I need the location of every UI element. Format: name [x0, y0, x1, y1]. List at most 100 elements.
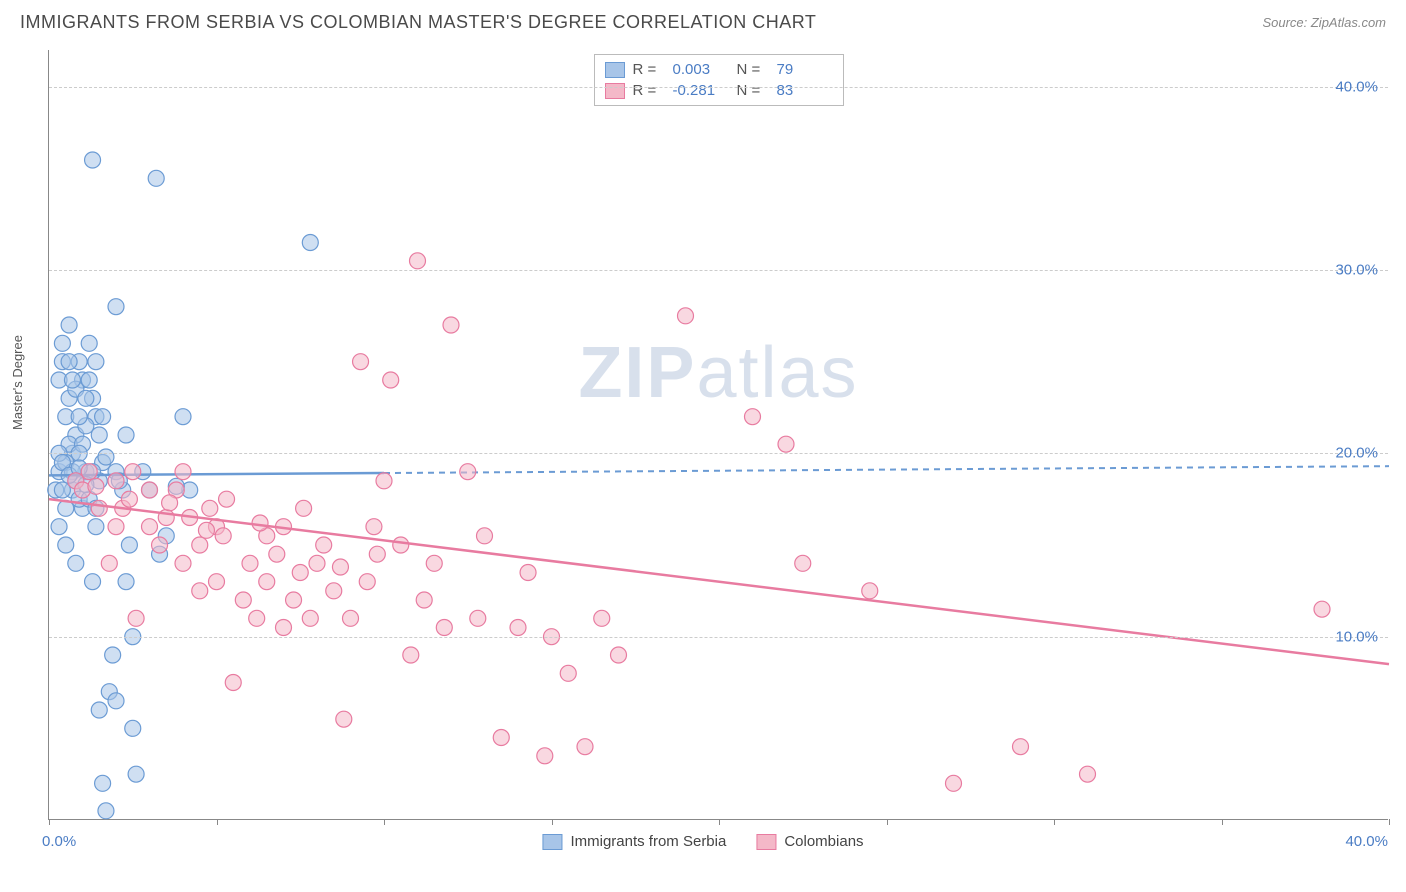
- data-point: [64, 372, 80, 388]
- data-point: [460, 464, 476, 480]
- x-tick-mark: [1222, 819, 1223, 825]
- data-point: [436, 620, 452, 636]
- legend-stat-row: R =-0.281N =83: [605, 80, 833, 101]
- data-point: [249, 610, 265, 626]
- correlation-legend: R =0.003N =79R =-0.281N =83: [594, 54, 844, 106]
- data-point: [175, 409, 191, 425]
- data-point: [81, 464, 97, 480]
- data-point: [68, 555, 84, 571]
- data-point: [142, 482, 158, 498]
- n-label: N =: [737, 61, 769, 78]
- data-point: [510, 620, 526, 636]
- y-axis-label: Master's Degree: [10, 335, 25, 430]
- data-point: [946, 775, 962, 791]
- n-label: N =: [737, 82, 769, 99]
- data-point: [209, 574, 225, 590]
- data-point: [276, 620, 292, 636]
- data-point: [470, 610, 486, 626]
- legend-swatch: [756, 834, 776, 850]
- data-point: [118, 574, 134, 590]
- data-point: [118, 427, 134, 443]
- data-point: [376, 473, 392, 489]
- data-point: [88, 354, 104, 370]
- data-point: [91, 702, 107, 718]
- data-point: [198, 522, 214, 538]
- data-point: [286, 592, 302, 608]
- data-point: [192, 583, 208, 599]
- data-point: [235, 592, 251, 608]
- data-point: [215, 528, 231, 544]
- gridline: [49, 453, 1388, 454]
- data-point: [577, 739, 593, 755]
- data-point: [353, 354, 369, 370]
- data-point: [202, 500, 218, 516]
- data-point: [162, 495, 178, 511]
- data-point: [98, 803, 114, 819]
- data-point: [148, 170, 164, 186]
- gridline: [49, 87, 1388, 88]
- y-tick-label: 40.0%: [1335, 78, 1378, 95]
- regression-line-dashed: [384, 466, 1389, 473]
- data-point: [426, 555, 442, 571]
- data-point: [336, 711, 352, 727]
- data-point: [292, 565, 308, 581]
- data-point: [269, 546, 285, 562]
- data-point: [61, 317, 77, 333]
- legend-series-item: Colombians: [756, 833, 863, 850]
- source-attribution: Source: ZipAtlas.com: [1262, 15, 1386, 30]
- data-point: [560, 665, 576, 681]
- data-point: [128, 610, 144, 626]
- data-point: [520, 565, 536, 581]
- data-point: [219, 491, 235, 507]
- data-point: [108, 693, 124, 709]
- data-point: [1314, 601, 1330, 617]
- data-point: [81, 335, 97, 351]
- regression-line: [49, 499, 1389, 664]
- data-point: [108, 519, 124, 535]
- data-point: [54, 335, 70, 351]
- legend-swatch: [605, 83, 625, 99]
- data-point: [477, 528, 493, 544]
- data-point: [85, 152, 101, 168]
- legend-series-label: Immigrants from Serbia: [570, 833, 726, 850]
- scatter-svg: [49, 50, 1388, 819]
- data-point: [121, 491, 137, 507]
- y-tick-label: 30.0%: [1335, 262, 1378, 279]
- data-point: [326, 583, 342, 599]
- series-legend: Immigrants from Serbia Colombians: [542, 833, 863, 850]
- data-point: [410, 253, 426, 269]
- data-point: [745, 409, 761, 425]
- data-point: [259, 574, 275, 590]
- legend-series-item: Immigrants from Serbia: [542, 833, 726, 850]
- data-point: [795, 555, 811, 571]
- data-point: [316, 537, 332, 553]
- data-point: [369, 546, 385, 562]
- data-point: [242, 555, 258, 571]
- y-tick-label: 20.0%: [1335, 445, 1378, 462]
- data-point: [296, 500, 312, 516]
- n-value: 79: [777, 61, 833, 78]
- data-point: [302, 235, 318, 251]
- data-point: [493, 730, 509, 746]
- data-point: [95, 409, 111, 425]
- data-point: [1013, 739, 1029, 755]
- data-point: [142, 519, 158, 535]
- data-point: [71, 409, 87, 425]
- data-point: [95, 775, 111, 791]
- data-point: [359, 574, 375, 590]
- data-point: [678, 308, 694, 324]
- data-point: [78, 390, 94, 406]
- x-tick-mark: [1389, 819, 1390, 825]
- chart-plot-area: ZIPatlas R =0.003N =79R =-0.281N =83 10.…: [48, 50, 1388, 820]
- data-point: [252, 515, 268, 531]
- n-value: 83: [777, 82, 833, 99]
- data-point: [778, 436, 794, 452]
- data-point: [51, 519, 67, 535]
- x-tick-mark: [552, 819, 553, 825]
- x-axis-min-label: 0.0%: [42, 833, 76, 850]
- data-point: [332, 559, 348, 575]
- data-point: [309, 555, 325, 571]
- data-point: [91, 427, 107, 443]
- x-axis-max-label: 40.0%: [1345, 833, 1388, 850]
- data-point: [225, 675, 241, 691]
